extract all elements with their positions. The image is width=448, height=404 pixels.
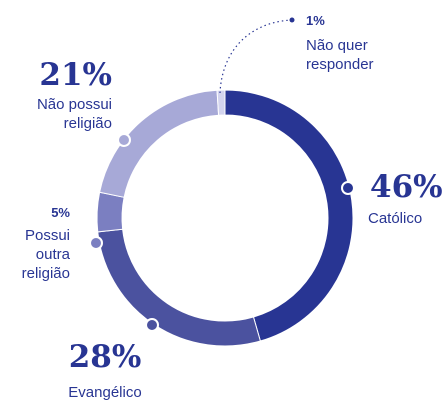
marker [341,181,355,195]
category-label: Não quer responder [306,37,374,73]
value-label: 5% [51,205,70,220]
donut [96,89,354,347]
value-label: 1% [306,13,325,28]
value-label: 46% [370,169,443,205]
value-label: 28% [68,339,142,375]
category-label: Possui outra religião [21,227,70,282]
marker [145,318,159,332]
value-label: 21% [39,57,112,93]
marker [89,236,103,250]
marker [117,133,131,147]
leader-dot [289,17,295,23]
leader-line [219,19,293,94]
slice [99,89,220,198]
slice [97,228,261,347]
slice [224,89,354,342]
slice [96,191,125,233]
category-label: Não possui religião [36,96,112,132]
category-label: Católico [368,210,423,227]
slice [216,89,226,116]
category-label: Evangélico [68,384,142,401]
